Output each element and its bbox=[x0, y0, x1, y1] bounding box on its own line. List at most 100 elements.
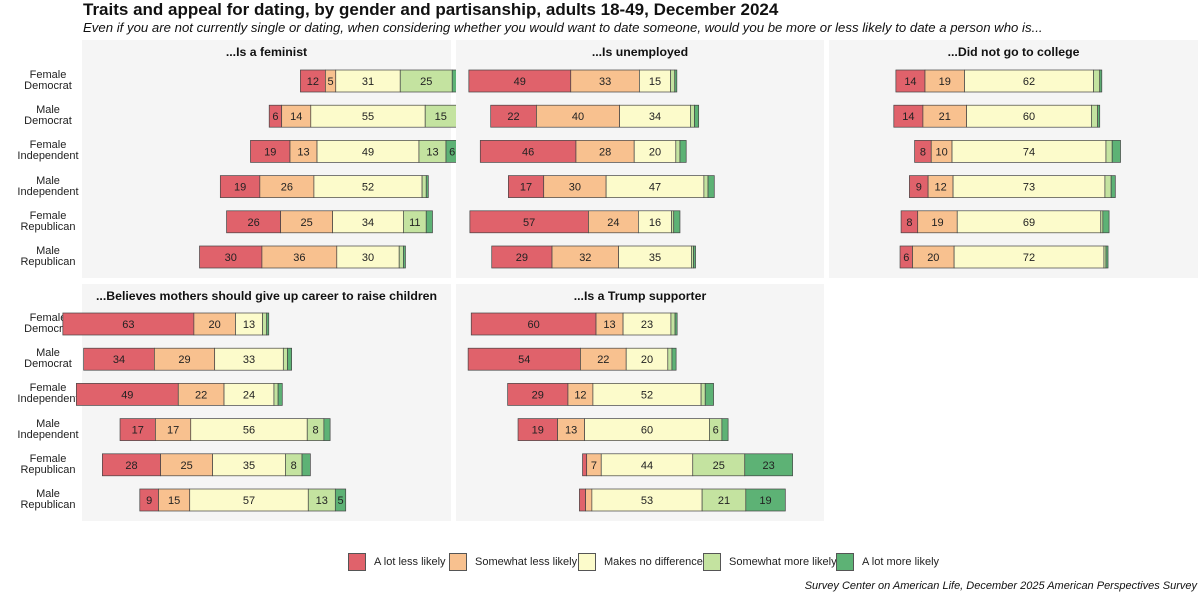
bar-segment-a-lot-more bbox=[1097, 104, 1101, 128]
bar-segment-a-lot-more bbox=[403, 245, 406, 269]
bar-data-label: 44 bbox=[641, 460, 653, 472]
bar-data-label: 26 bbox=[247, 217, 259, 229]
bar-data-label: 62 bbox=[1023, 76, 1035, 88]
bar-data-label: 54 bbox=[518, 354, 530, 366]
source-note: Survey Center on American Life, December… bbox=[804, 580, 1197, 592]
bar-data-label: 10 bbox=[936, 146, 948, 158]
bar-data-label: 19 bbox=[931, 217, 943, 229]
bar-data-label: 13 bbox=[316, 495, 328, 507]
bar-data-label: 8 bbox=[312, 425, 318, 437]
bar-data-label: 52 bbox=[641, 389, 653, 401]
bar-data-label: 19 bbox=[939, 76, 951, 88]
bar-segment-somewhat-more bbox=[282, 347, 288, 371]
bar-data-label: 13 bbox=[603, 319, 615, 331]
bar-segment-a-lot-more bbox=[1099, 69, 1103, 93]
row-label-line: Male bbox=[36, 104, 60, 117]
bar-segment-a-lot-more bbox=[744, 453, 793, 477]
bar-data-label: 31 bbox=[362, 76, 374, 88]
bar-data-label: 8 bbox=[906, 217, 912, 229]
row-label-line: Republican bbox=[20, 256, 76, 268]
bar-segment-somewhat-more bbox=[1104, 175, 1112, 198]
bar-data-label: 20 bbox=[209, 319, 221, 331]
bar-data-label: 14 bbox=[902, 111, 914, 123]
row-label-line: Democrat bbox=[24, 115, 72, 128]
panel-feminist: ...Is a feminist 12531252761455151019134… bbox=[82, 40, 509, 278]
bar-data-label: 15 bbox=[649, 76, 661, 88]
row-label-line: Republican bbox=[20, 220, 76, 233]
bar-segment-somewhat-more bbox=[690, 104, 695, 128]
bar-data-label: 29 bbox=[532, 389, 544, 401]
row-label-line: Independent bbox=[17, 185, 79, 198]
bar-segment-somewhat-more bbox=[1093, 69, 1101, 93]
row-label: Female Independent bbox=[0, 140, 96, 162]
bar-data-label: 8 bbox=[920, 146, 926, 158]
bars-svg: 1253125276145515101913491361926522625341… bbox=[199, 69, 509, 269]
bar-data-label: 47 bbox=[649, 182, 661, 194]
bar-data-label: 20 bbox=[649, 146, 661, 158]
row-label: Female Democrat bbox=[0, 70, 96, 92]
row-label: Female Republican bbox=[0, 452, 96, 476]
bar-segment-a-lot-more bbox=[679, 140, 687, 163]
row-label: Male Independent bbox=[0, 174, 96, 198]
bar-segment-a-lot-more bbox=[673, 210, 681, 234]
bar-segment-a-lot-more bbox=[674, 312, 678, 336]
bar-data-label: 6 bbox=[449, 146, 455, 158]
bar-segment-a-lot-more bbox=[301, 453, 311, 477]
panel-title: ...Is unemployed bbox=[591, 45, 689, 59]
bar-data-label: 29 bbox=[178, 354, 190, 366]
bar-data-label: 63 bbox=[122, 319, 134, 331]
row-label-line: Male bbox=[36, 417, 60, 430]
row-label-line: Female bbox=[29, 139, 67, 152]
legend-swatch bbox=[703, 553, 721, 571]
bar-data-label: 24 bbox=[607, 217, 619, 229]
panel-title: ...Believes mothers should give up caree… bbox=[95, 289, 438, 303]
bar-data-label: 11 bbox=[409, 217, 420, 229]
bar-data-label: 55 bbox=[362, 111, 374, 123]
row-label: Male Republican bbox=[0, 246, 96, 268]
bar-data-label: 25 bbox=[301, 217, 313, 229]
panel-unemployed: ...Is unemployed 49 33 15 22 40 34 46 28 20 17 30 4… bbox=[456, 40, 824, 278]
panel-trump-supporter: ...Is a Trump supporter 60 13 23 54 22 20 29 12… bbox=[456, 284, 824, 521]
bars-svg: 60 13 23 54 22 20 29 12 52 19 13 60 6 7 44 25 23 53 21 19 bbox=[467, 312, 793, 512]
bar-data-label: 34 bbox=[362, 217, 374, 229]
panel-mothers-career: ...Believes mothers should give up caree… bbox=[62, 284, 451, 521]
bar-segment-a-lot-more bbox=[694, 104, 700, 128]
bar-data-label: 12 bbox=[574, 389, 586, 401]
bar-data-label: 60 bbox=[641, 425, 653, 437]
bar-data-label: 69 bbox=[1023, 217, 1035, 229]
bar-data-label: 21 bbox=[939, 111, 951, 123]
row-label-line: Independent bbox=[17, 393, 79, 406]
bar-data-label: 13 bbox=[243, 319, 255, 331]
row-label: Male Republican bbox=[0, 489, 96, 511]
panel-title: ...Is a feminist bbox=[225, 45, 308, 59]
bar-data-label: 6 bbox=[903, 252, 909, 264]
row-label-line: Female bbox=[29, 452, 67, 465]
bar-data-label: 25 bbox=[420, 76, 432, 88]
bar-segment-somewhat-more bbox=[273, 383, 279, 406]
bar-segment-a-lot-more bbox=[277, 383, 283, 406]
bar-segment-a-lot-more bbox=[334, 488, 347, 512]
bar-data-label: 60 bbox=[528, 319, 540, 331]
bar-data-label: 28 bbox=[599, 146, 611, 158]
row-label: Female Democrat bbox=[0, 313, 96, 335]
bar-segment-a-lot-less bbox=[582, 453, 588, 477]
bar-segment-somewhat-more bbox=[703, 175, 709, 198]
bar-data-label: 22 bbox=[195, 389, 207, 401]
bar-segment-a-lot-more bbox=[671, 347, 677, 371]
bar-data-label: 30 bbox=[225, 252, 237, 264]
row-label-line: Democrat bbox=[24, 323, 72, 335]
bar-data-label: 57 bbox=[243, 495, 255, 507]
row-label-line: Democrat bbox=[24, 80, 72, 92]
bar-data-label: 35 bbox=[649, 252, 661, 264]
bar-segment-a-lot-more bbox=[1102, 210, 1110, 234]
row-label-line: Male bbox=[36, 347, 60, 360]
legend-swatch bbox=[348, 553, 366, 571]
bar-segment-a-lot-more bbox=[1111, 140, 1121, 163]
bars-svg: 49 33 15 22 40 34 46 28 20 17 30 47 57 24 16 29 32 35 bbox=[468, 69, 715, 269]
row-label-line: Male bbox=[36, 174, 60, 187]
bar-data-label: 49 bbox=[121, 389, 133, 401]
bar-segment-a-lot-more bbox=[1105, 245, 1109, 269]
bar-data-label: 17 bbox=[167, 425, 179, 437]
bar-data-label: 49 bbox=[362, 146, 374, 158]
legend-label: Somewhat more likely bbox=[729, 556, 837, 568]
